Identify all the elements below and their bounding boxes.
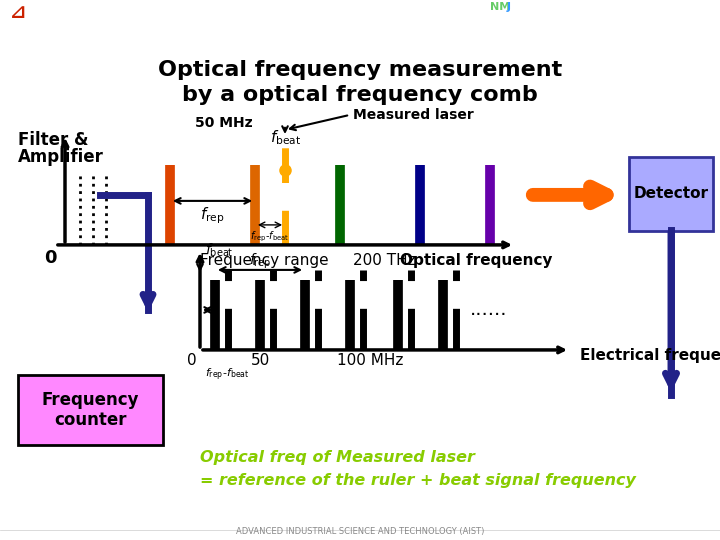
Text: 50 MHz: 50 MHz (195, 116, 253, 130)
Text: Filter &: Filter & (18, 131, 89, 149)
Text: Measured laser: Measured laser (353, 108, 474, 122)
Text: 0: 0 (187, 353, 197, 368)
Text: ⊿: ⊿ (10, 3, 27, 23)
Text: Frequency
counter: Frequency counter (42, 390, 139, 429)
Text: by a optical frequency comb: by a optical frequency comb (182, 85, 538, 105)
Text: AIST: AIST (30, 5, 69, 21)
Text: Frequency range     200 THz: Frequency range 200 THz (200, 253, 415, 268)
Text: Optical frequency: Optical frequency (400, 253, 552, 268)
Text: Optical freq of Measured laser: Optical freq of Measured laser (200, 450, 475, 465)
Text: Detector: Detector (634, 186, 708, 201)
Text: NM: NM (490, 2, 510, 12)
FancyBboxPatch shape (629, 157, 713, 231)
Text: 100 MHz: 100 MHz (337, 353, 403, 368)
Text: $f_\mathrm{beat}$: $f_\mathrm{beat}$ (205, 242, 233, 259)
Text: $f_\mathrm{rep}$: $f_\mathrm{rep}$ (248, 252, 271, 271)
Text: J: J (507, 2, 511, 12)
Text: 0: 0 (44, 249, 56, 267)
Text: ......: ...... (470, 300, 508, 319)
Text: ADVANCED INDUSTRIAL SCIENCE AND TECHNOLOGY (AIST): ADVANCED INDUSTRIAL SCIENCE AND TECHNOLO… (236, 527, 484, 536)
Text: $f_\mathrm{beat}$: $f_\mathrm{beat}$ (270, 128, 301, 146)
Text: National Metrology Institute of Japan: National Metrology Institute of Japan (516, 9, 683, 17)
Text: Electrical frequency: Electrical frequency (580, 348, 720, 363)
Text: 50: 50 (251, 353, 269, 368)
Text: Optical frequency measurement: Optical frequency measurement (158, 60, 562, 80)
Text: Amplifier: Amplifier (18, 148, 104, 166)
Text: $f_\mathrm{rep}$: $f_\mathrm{rep}$ (199, 205, 225, 226)
Text: = reference of the ruler + beat signal frequency: = reference of the ruler + beat signal f… (200, 473, 636, 488)
Bar (18, 375, 163, 445)
Text: $f_\mathrm{rep}$-$f_\mathrm{beat}$: $f_\mathrm{rep}$-$f_\mathrm{beat}$ (251, 230, 289, 244)
Text: $f_\mathrm{rep}$-$f_\mathrm{beat}$: $f_\mathrm{rep}$-$f_\mathrm{beat}$ (205, 366, 250, 383)
